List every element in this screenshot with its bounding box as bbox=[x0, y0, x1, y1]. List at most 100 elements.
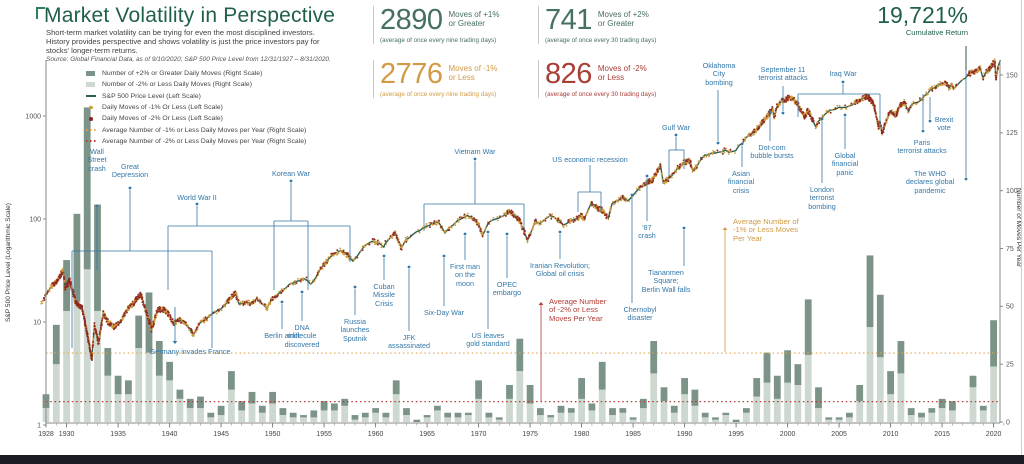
annotation-avg-minus1-label: Average Number of -1% or Less Moves Per Ye… bbox=[733, 217, 799, 243]
legend-item-label: Number of -2% or Less Daily Moves (Right… bbox=[102, 81, 252, 89]
right-axis-tick-label: 25 bbox=[1006, 362, 1014, 369]
annotation-six-day-war: Six-Day War bbox=[423, 308, 465, 317]
annotation-crash-87: '87 crash bbox=[638, 223, 656, 241]
annotation-oklahoma-city-bombing: Oklahoma City bombing bbox=[702, 61, 736, 87]
x-axis-year-label: 1960 bbox=[368, 431, 384, 438]
annotation-dot bbox=[382, 254, 386, 258]
annotation-dot bbox=[740, 142, 744, 146]
annotation-dot bbox=[843, 113, 847, 117]
stat-label: Moves of -1% or Less bbox=[448, 64, 498, 82]
annotation-vietnam-war: Vietnam War bbox=[454, 147, 496, 156]
annotation-russia-sputnik: Russia launches Sputnik bbox=[340, 317, 370, 343]
left-axis-tick-label: 100 bbox=[29, 216, 41, 223]
x-axis-year-label: 1990 bbox=[677, 431, 693, 438]
annotation-iraq-war: Iraq War bbox=[829, 69, 857, 78]
annotation-korean-war: Korean War bbox=[271, 169, 311, 178]
x-axis-year-label: 1965 bbox=[419, 431, 435, 438]
description: Short-term market volatility can be tryi… bbox=[46, 28, 320, 55]
left-axis-title: S&P 500 Price Level (Logarithmic Scale) bbox=[5, 203, 12, 322]
x-axis-year-label: 2010 bbox=[883, 431, 899, 438]
legend-swatch-dotted-icon bbox=[86, 129, 97, 132]
annotation-dot bbox=[300, 290, 304, 294]
annotation-dot bbox=[768, 110, 772, 114]
annotation-arrow bbox=[172, 341, 178, 344]
annotation-london-bombing: London terrorist bombing bbox=[808, 185, 836, 211]
page-title: Market Volatility in Perspective bbox=[44, 4, 336, 27]
annotation-dot bbox=[473, 157, 477, 161]
annotation-iranian-revolution: Iranian Revolution; Global oil crisis bbox=[530, 261, 590, 279]
legend-item: Daily Moves of -1% Or Less (Left Scale) bbox=[86, 102, 306, 113]
cumulative-return-value: 19,721% bbox=[877, 2, 968, 28]
annotation-dot bbox=[289, 179, 293, 183]
legend-item-label: Average Number of -1% or Less Daily Move… bbox=[102, 126, 307, 134]
annotation-dot bbox=[280, 300, 284, 304]
annotation-graphics bbox=[71, 70, 968, 401]
x-axis-year-label: 1970 bbox=[471, 431, 487, 438]
stat-value: 2890 bbox=[380, 4, 443, 36]
annotation-gulf-war: Gulf War bbox=[661, 123, 691, 132]
legend-swatch-line-icon bbox=[86, 95, 97, 98]
legend-item-label: Daily Moves of -1% Or Less (Left Scale) bbox=[102, 104, 223, 112]
chart-legend: Number of +2% or Greater Daily Moves (Ri… bbox=[86, 68, 306, 147]
stat-moves-minus2: 826 Moves of -2% or Less (average of onc… bbox=[538, 60, 656, 98]
right-axis-tick-label: 100 bbox=[1006, 188, 1018, 195]
stat-label: Moves of +2% or Greater bbox=[597, 10, 649, 28]
legend-item: Number of -2% or Less Daily Moves (Right… bbox=[86, 79, 306, 90]
source-note: Source: Global Financial Data, as of 9/1… bbox=[46, 56, 331, 63]
description-line: stocks' longer-term returns. bbox=[46, 45, 138, 55]
annotation-dot bbox=[442, 254, 446, 258]
stat-label: Moves of -2% or Less bbox=[597, 64, 647, 82]
stat-subtext: (average of once every 30 trading days) bbox=[545, 91, 657, 98]
bottom-window-edge bbox=[0, 455, 1024, 464]
annotation-dot bbox=[645, 174, 649, 178]
annotation-dot bbox=[486, 230, 490, 234]
right-axis-tick-label: 75 bbox=[1006, 246, 1014, 253]
x-axis-year-label: 1950 bbox=[265, 431, 281, 438]
stat-value: 2776 bbox=[380, 58, 443, 90]
annotation-global-financial-panic: Global financial panic bbox=[831, 151, 859, 177]
legend-swatch-dotted-icon bbox=[86, 140, 97, 143]
x-axis-year-label: 1955 bbox=[316, 431, 332, 438]
legend-swatch-rect-icon bbox=[86, 71, 97, 77]
right-axis-tick-label: 125 bbox=[1006, 130, 1018, 137]
legend-item-label: S&P 500 Price Level (Left Scale) bbox=[102, 92, 201, 100]
x-axis-year-label: 2005 bbox=[831, 431, 847, 438]
annotation-chernobyl-disaster: Chernobyl disaster bbox=[623, 305, 657, 323]
annotation-us-economic-recession: US economic recession bbox=[552, 155, 628, 164]
description-line: History provides perspective and shows v… bbox=[46, 36, 320, 46]
annotation-dot bbox=[630, 193, 634, 197]
annotation-us-leaves-gold-standard: US leaves gold standard bbox=[466, 331, 510, 349]
annotation-first-man-on-moon: First man on the moon bbox=[450, 262, 480, 288]
stat-value: 826 bbox=[545, 58, 592, 90]
annotation-who-pandemic: The WHO declares global pandemic bbox=[905, 169, 955, 195]
x-axis-year-label: 2020 bbox=[986, 431, 1002, 438]
annotation-dot bbox=[674, 133, 678, 137]
annotation-arrow bbox=[538, 302, 544, 305]
annotation-dot bbox=[921, 129, 925, 133]
right-axis-tick-label: 0 bbox=[1006, 419, 1010, 426]
annotation-arrow bbox=[722, 227, 728, 230]
left-axis-tick-label: 10 bbox=[33, 319, 41, 326]
stat-value: 741 bbox=[545, 4, 592, 36]
x-axis-year-label: 1975 bbox=[522, 431, 538, 438]
annotation-dot bbox=[716, 141, 720, 145]
x-axis-year-label: 1928 bbox=[38, 431, 54, 438]
legend-item-label: Number of +2% or Greater Daily Moves (Ri… bbox=[102, 70, 263, 78]
x-axis-year-label: 1935 bbox=[110, 431, 126, 438]
annotation-dot bbox=[820, 117, 824, 121]
annotation-asian-financial-crisis: Asian financial crisis bbox=[727, 169, 755, 195]
annotation-germany-invades-france: Germany invades France bbox=[149, 347, 231, 356]
legend-item: Average Number of -1% or Less Daily Move… bbox=[86, 124, 306, 135]
stat-subtext: (average of once every nine trading days… bbox=[380, 37, 497, 44]
annotation-tiananmen-berlin-wall: Tiananmen Square; Berlin Wall falls bbox=[641, 268, 691, 294]
left-axis-tick-label: 1 bbox=[37, 422, 41, 429]
x-axis-year-label: 1945 bbox=[213, 431, 229, 438]
annotation-dot bbox=[128, 186, 132, 190]
annotation-dot bbox=[682, 226, 686, 230]
stat-moves-plus1: 2890 Moves of +1% or Greater (average of… bbox=[373, 6, 499, 44]
x-axis-year-label: 1930 bbox=[59, 431, 75, 438]
legend-swatch-rect-icon bbox=[86, 82, 97, 88]
legend-item: Average Number of -2% or Less Daily Move… bbox=[86, 136, 306, 147]
